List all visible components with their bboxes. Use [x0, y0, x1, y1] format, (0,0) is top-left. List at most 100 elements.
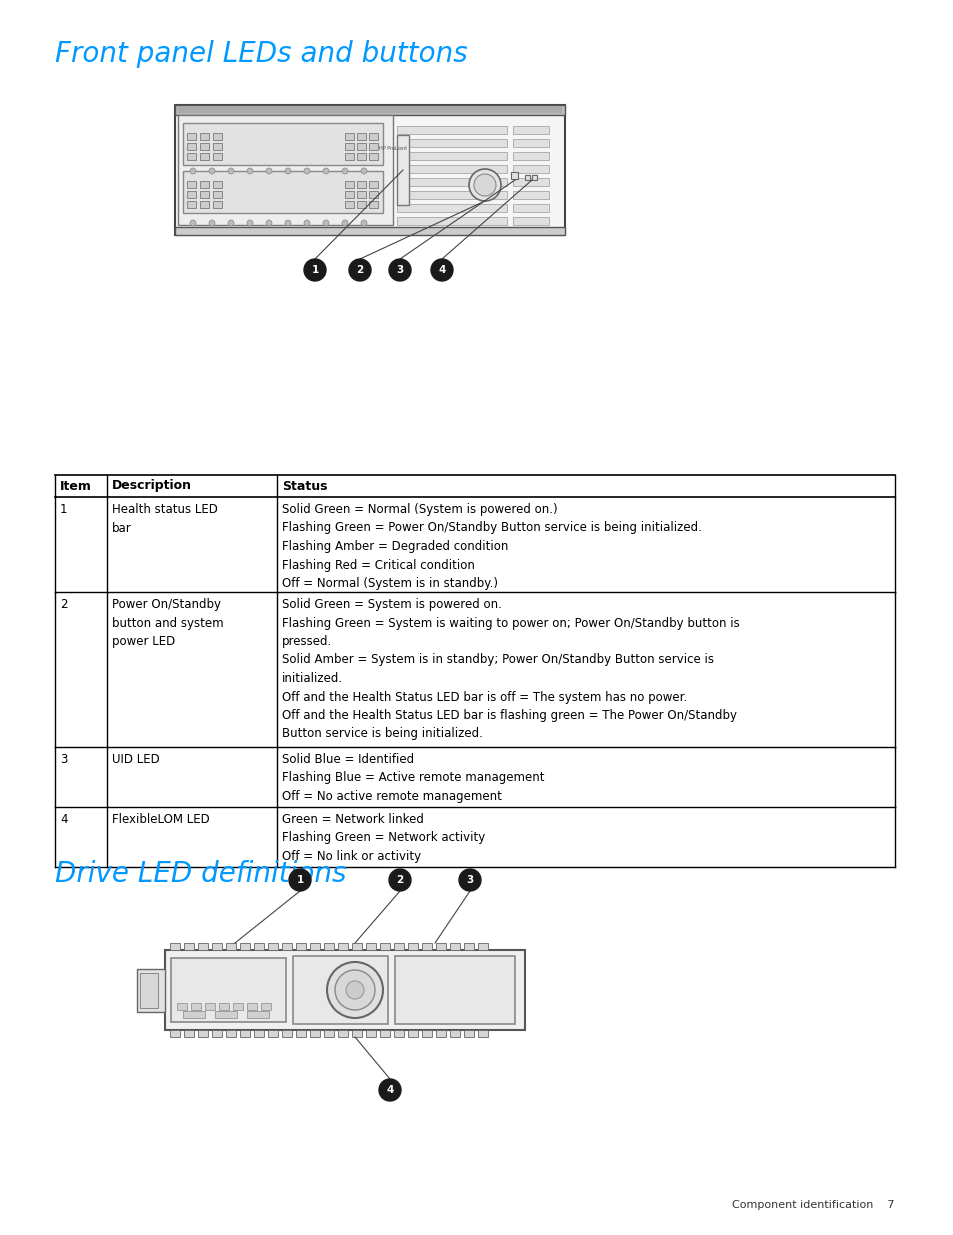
Text: 1: 1	[60, 503, 68, 516]
Bar	[187, 182, 195, 188]
Bar	[324, 1030, 334, 1037]
Bar	[337, 944, 348, 950]
Text: FlexibleLOM LED: FlexibleLOM LED	[112, 813, 210, 826]
Bar	[513, 204, 548, 212]
Bar	[395, 956, 515, 1024]
Bar	[436, 1030, 446, 1037]
Bar	[369, 153, 377, 161]
Bar	[240, 1030, 250, 1037]
Circle shape	[228, 220, 233, 226]
Bar	[513, 126, 548, 135]
Bar	[253, 944, 264, 950]
Circle shape	[266, 220, 272, 226]
Text: 1: 1	[311, 266, 318, 275]
Text: Solid Green = System is powered on.
Flashing Green = System is waiting to power : Solid Green = System is powered on. Flas…	[282, 598, 739, 741]
Bar	[200, 143, 209, 149]
Bar	[213, 201, 222, 207]
Bar	[356, 201, 366, 207]
Bar	[379, 944, 390, 950]
Bar	[396, 191, 506, 199]
Bar	[450, 1030, 459, 1037]
Circle shape	[266, 168, 272, 174]
Circle shape	[323, 168, 329, 174]
Bar	[184, 1030, 193, 1037]
Bar	[137, 969, 165, 1011]
Text: 3: 3	[395, 266, 403, 275]
Bar	[396, 140, 506, 147]
Circle shape	[346, 981, 364, 999]
Bar	[436, 944, 446, 950]
Bar	[356, 153, 366, 161]
Bar	[295, 1030, 306, 1037]
Bar	[198, 944, 208, 950]
Bar	[165, 950, 524, 1030]
Bar	[356, 133, 366, 140]
Bar	[345, 182, 354, 188]
Bar	[212, 1030, 222, 1037]
Bar	[55, 475, 894, 496]
Bar	[253, 1030, 264, 1037]
Circle shape	[190, 168, 195, 174]
Circle shape	[360, 220, 367, 226]
Bar	[396, 204, 506, 212]
Circle shape	[420, 976, 449, 1004]
Bar	[396, 165, 506, 173]
Text: 3: 3	[60, 753, 68, 766]
Text: Solid Blue = Identified
Flashing Blue = Active remote management
Off = No active: Solid Blue = Identified Flashing Blue = …	[282, 753, 544, 803]
Bar	[205, 1003, 214, 1010]
Text: Solid Green = Normal (System is powered on.)
Flashing Green = Power On/Standby B: Solid Green = Normal (System is powered …	[282, 503, 701, 590]
Bar	[352, 1030, 361, 1037]
Bar	[396, 217, 506, 225]
Circle shape	[341, 220, 348, 226]
Text: Component identification    7: Component identification 7	[732, 1200, 894, 1210]
Bar	[337, 1030, 348, 1037]
Bar	[513, 140, 548, 147]
Bar	[463, 944, 474, 950]
Text: Description: Description	[112, 479, 192, 493]
Circle shape	[323, 220, 329, 226]
Circle shape	[285, 220, 291, 226]
Bar	[187, 153, 195, 161]
Bar	[356, 182, 366, 188]
Bar	[268, 1030, 277, 1037]
Bar	[183, 170, 382, 212]
Bar	[187, 201, 195, 207]
Bar	[213, 133, 222, 140]
Circle shape	[327, 962, 382, 1018]
Circle shape	[378, 1079, 400, 1100]
Bar	[247, 1003, 256, 1010]
Circle shape	[413, 968, 456, 1011]
Text: Power On/Standby
button and system
power LED: Power On/Standby button and system power…	[112, 598, 223, 648]
Circle shape	[458, 869, 480, 890]
Circle shape	[304, 168, 310, 174]
Bar	[408, 944, 417, 950]
Text: 1: 1	[296, 876, 303, 885]
Text: 2: 2	[356, 266, 363, 275]
Circle shape	[389, 259, 411, 282]
Bar	[369, 143, 377, 149]
Bar	[396, 152, 506, 161]
Bar	[261, 1003, 271, 1010]
Text: Status: Status	[282, 479, 327, 493]
Text: UID LED: UID LED	[112, 753, 159, 766]
Circle shape	[349, 259, 371, 282]
Text: Drive LED definitions: Drive LED definitions	[55, 860, 346, 888]
Bar	[214, 1011, 236, 1018]
Bar	[421, 944, 432, 950]
Bar	[200, 191, 209, 198]
Text: Front panel LEDs and buttons: Front panel LEDs and buttons	[55, 40, 467, 68]
Bar	[369, 182, 377, 188]
Bar	[513, 165, 548, 173]
Bar	[396, 126, 506, 135]
Bar	[511, 172, 517, 179]
Bar	[212, 944, 222, 950]
Bar	[394, 1030, 403, 1037]
Bar	[369, 201, 377, 207]
Text: Green = Network linked
Flashing Green = Network activity
Off = No link or activi: Green = Network linked Flashing Green = …	[282, 813, 485, 863]
Bar	[532, 175, 537, 180]
Bar	[187, 143, 195, 149]
Bar	[369, 133, 377, 140]
Circle shape	[209, 220, 214, 226]
Circle shape	[341, 168, 348, 174]
Bar	[513, 178, 548, 186]
